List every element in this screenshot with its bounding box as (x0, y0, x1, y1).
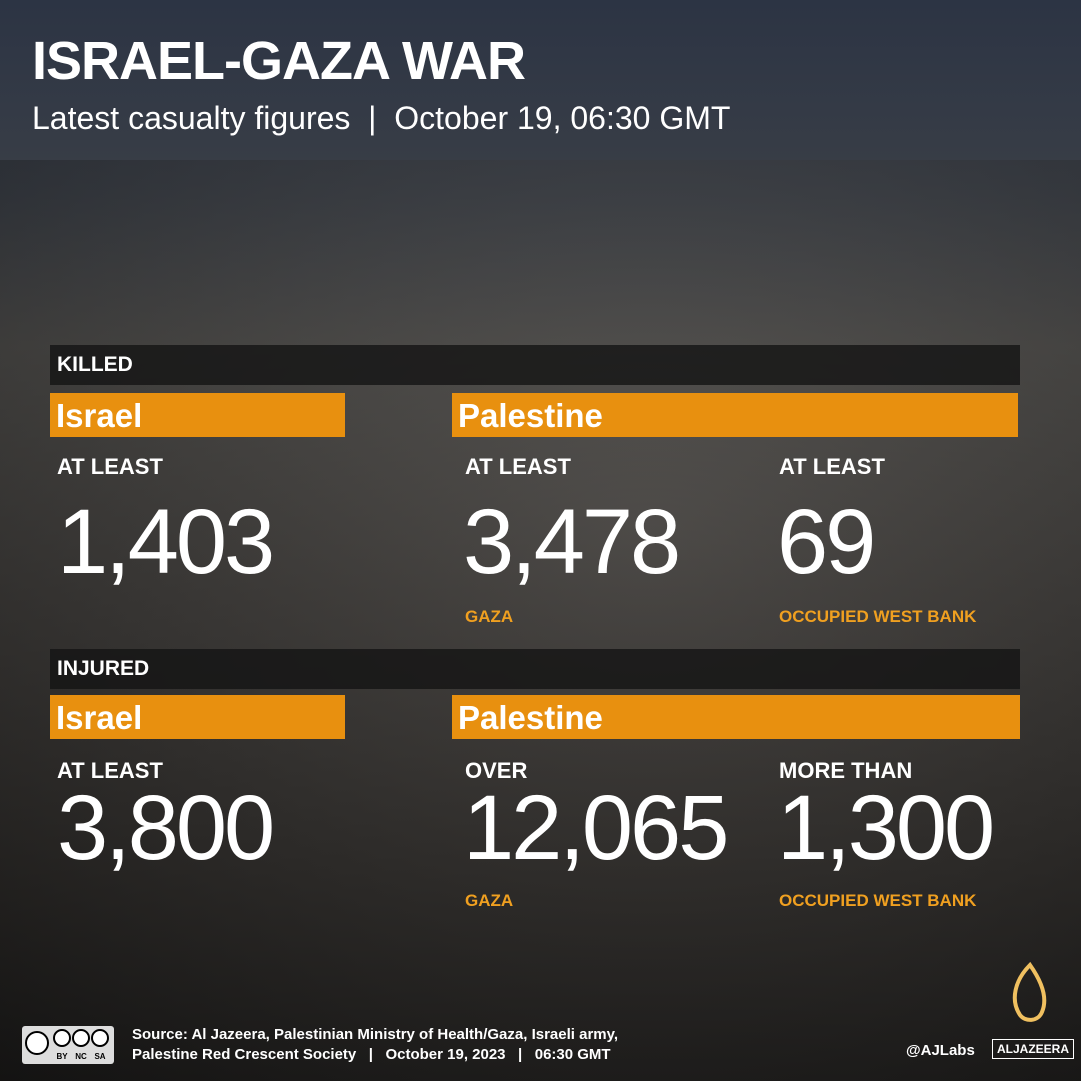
nc-icon (72, 1029, 90, 1047)
group-name: Israel (56, 397, 143, 434)
cc-icon (25, 1031, 49, 1055)
section-label: KILLED (57, 353, 133, 376)
group-name: Palestine (458, 699, 603, 736)
sa-icon (91, 1029, 109, 1047)
photo-backdrop (0, 160, 1081, 1081)
license-term: NC (75, 1052, 87, 1061)
source: Source: Al Jazeera, Palestinian Ministry… (132, 1026, 619, 1043)
figure: 12,065 (463, 777, 729, 879)
group-bar: Palestine (452, 393, 1018, 437)
by-icon (53, 1029, 71, 1047)
subtitle: Latest casualty figures | October 19, 06… (32, 100, 731, 136)
source: Palestine Red Crescent Society | October… (132, 1046, 611, 1063)
qualifier: OVER (465, 758, 528, 783)
group-name: Palestine (458, 397, 603, 434)
group-bar: Israel (50, 393, 345, 437)
aljazeera-emblem (1012, 961, 1047, 1022)
figure: 1,300 (777, 777, 995, 879)
title: ISRAEL-GAZA WAR (32, 31, 526, 91)
license-term: SA (94, 1052, 105, 1061)
qualifier: AT LEAST (57, 758, 163, 783)
place: OCCUPIED WEST BANK (779, 607, 977, 626)
license-term: BY (56, 1052, 68, 1061)
figure: 3,478 (463, 491, 681, 593)
qualifier: AT LEAST (465, 454, 571, 479)
section-band: KILLED (50, 345, 1020, 385)
place: GAZA (465, 607, 514, 626)
place: GAZA (465, 891, 514, 910)
brand: ALJAZEERA (992, 1039, 1075, 1059)
figure: 69 (777, 491, 876, 593)
qualifier: AT LEAST (57, 454, 163, 479)
handle: @AJLabs (906, 1042, 975, 1059)
qualifier: MORE THAN (779, 758, 913, 783)
cc-license: BY NC SA (22, 1026, 114, 1064)
group-name: Israel (56, 699, 143, 736)
figure: 1,403 (57, 491, 275, 593)
section-label: INJURED (57, 657, 150, 680)
group-bar: Israel (50, 695, 345, 739)
section-band: INJURED (50, 649, 1020, 689)
group-bar: Palestine (452, 695, 1020, 739)
figure: 3,800 (57, 777, 275, 879)
place: OCCUPIED WEST BANK (779, 891, 977, 910)
qualifier: AT LEAST (779, 454, 885, 479)
emblem-shape (1012, 961, 1047, 1022)
